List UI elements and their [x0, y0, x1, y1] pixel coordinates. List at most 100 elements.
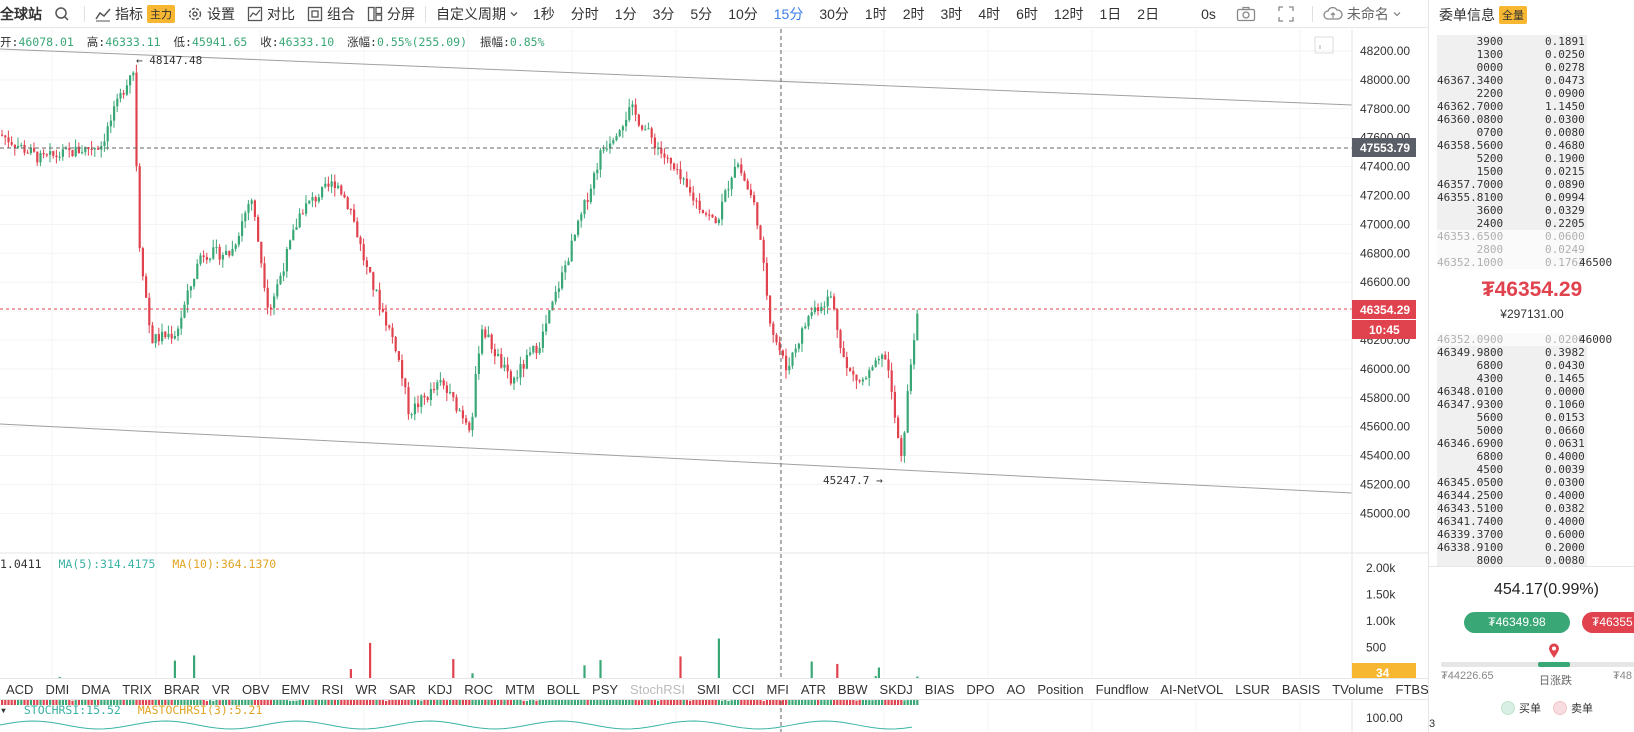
cloud-layout-dropdown[interactable]: 未命名	[1317, 0, 1408, 28]
indicator-tab[interactable]: PSY	[592, 681, 619, 697]
bid-row[interactable]: 8000 0.0080	[1437, 554, 1587, 567]
indicator-tab[interactable]: AO	[1006, 681, 1026, 697]
period-option[interactable]: 1分	[614, 5, 637, 22]
bid-row[interactable]: 46348.0100 0.0000	[1437, 385, 1587, 398]
period-option[interactable]: 2日	[1137, 5, 1160, 22]
bid-row[interactable]: 46345.0500 0.0300	[1437, 476, 1587, 489]
indicator-tab[interactable]: Position	[1037, 681, 1084, 697]
split-screen-button[interactable]: 分屏	[361, 0, 421, 28]
legend-sell[interactable]: 卖单	[1553, 700, 1593, 716]
bid-row[interactable]: 5000 0.0660	[1437, 424, 1587, 437]
indicator-button[interactable]: 指标 主力	[89, 0, 181, 28]
indicator-tab[interactable]: LSUR	[1235, 681, 1270, 697]
bid-row[interactable]: 6800 0.4000	[1437, 450, 1587, 463]
indicator-tab[interactable]: RSI	[321, 681, 344, 697]
indicator-tab[interactable]: BOLL	[546, 681, 581, 697]
indicator-tab[interactable]: ACD	[6, 681, 34, 697]
ask-row[interactable]: 46357.7000 0.0890	[1437, 178, 1587, 191]
bid-row[interactable]: 46344.2500 0.4000	[1437, 489, 1587, 502]
period-option[interactable]: 分时	[570, 5, 599, 22]
indicator-tab[interactable]: FTBS	[1395, 681, 1428, 697]
indicator-tab[interactable]: DPO	[966, 681, 995, 697]
fullscreen-button[interactable]	[1272, 0, 1304, 28]
combine-button[interactable]: 组合	[301, 0, 361, 28]
bid-row[interactable]: 46346.6900 0.0631	[1437, 437, 1587, 450]
indicator-tab[interactable]: BASIS	[1281, 681, 1321, 697]
indicator-tab[interactable]: TVolume	[1332, 681, 1384, 697]
indicator-tab[interactable]: Fundflow	[1095, 681, 1149, 697]
indicator-tab[interactable]: CCI	[732, 681, 755, 697]
indicator-tab[interactable]: VR	[211, 681, 230, 697]
indicator-tab[interactable]: OBV	[242, 681, 270, 697]
best-ask-button[interactable]: ₮46355.24	[1582, 612, 1634, 633]
indicator-tab[interactable]: MFI	[766, 681, 789, 697]
period-option[interactable]: 5分	[690, 5, 713, 22]
ask-row[interactable]: 3900 0.1891	[1437, 35, 1587, 48]
ask-row[interactable]: 1300 0.0250	[1437, 48, 1587, 61]
bid-row[interactable]: 4500 0.0039	[1437, 463, 1587, 476]
indicator-tab[interactable]: AI-NetVOL	[1160, 681, 1224, 697]
ask-row[interactable]: 46360.0800 0.0300	[1437, 113, 1587, 126]
bid-row[interactable]: 46352.0900 0.0200	[1437, 333, 1587, 346]
ask-row[interactable]: 46367.3400 0.0473	[1437, 74, 1587, 87]
screenshot-button[interactable]	[1230, 0, 1266, 28]
indicator-tab[interactable]: ATR	[800, 681, 826, 697]
indicator-tab[interactable]: DMA	[81, 681, 111, 697]
candlestick-chart[interactable]: 48200.0048000.0047800.0047600.0047400.00…	[0, 29, 1428, 732]
period-option[interactable]: 1日	[1099, 5, 1122, 22]
indicator-tab[interactable]: WR	[355, 681, 377, 697]
ask-row[interactable]: 2800 0.0249	[1437, 243, 1587, 256]
indicator-tab[interactable]: BRAR	[163, 681, 200, 697]
search-button[interactable]	[48, 0, 80, 28]
period-option[interactable]: 30分	[819, 5, 849, 22]
ask-row[interactable]: 46353.6500 0.0600	[1437, 230, 1587, 243]
bid-row[interactable]: 46338.9100 0.2000	[1437, 541, 1587, 554]
ask-row[interactable]: 46352.1000 0.1762	[1437, 256, 1587, 269]
indicator-tab[interactable]: ROC	[464, 681, 494, 697]
legend-buy[interactable]: 买单	[1501, 700, 1541, 716]
settings-button[interactable]: 设置	[181, 0, 241, 28]
bid-row[interactable]: 6800 0.0430	[1437, 359, 1587, 372]
bid-row[interactable]: 46341.7400 0.4000	[1437, 515, 1587, 528]
indicator-tab[interactable]: TRIX	[122, 681, 152, 697]
period-option[interactable]: 10分	[728, 5, 758, 22]
expand-chart-button[interactable]	[1314, 36, 1334, 54]
bid-row[interactable]: 46347.9300 0.1060	[1437, 398, 1587, 411]
period-option[interactable]: 6时	[1016, 5, 1038, 22]
compare-button[interactable]: 对比	[241, 0, 301, 28]
indicator-tab[interactable]: StochRSI	[630, 681, 685, 697]
custom-period-dropdown[interactable]: 自定义周期	[430, 0, 525, 28]
indicator-tab[interactable]: MTM	[505, 681, 535, 697]
bid-row[interactable]: 46339.3700 0.6000	[1437, 528, 1587, 541]
full-depth-badge[interactable]: 全量	[1499, 6, 1527, 24]
best-bid-button[interactable]: ₮46349.98	[1464, 612, 1570, 633]
indicator-tab[interactable]: DMI	[45, 681, 70, 697]
period-option[interactable]: 1时	[864, 5, 887, 22]
period-option[interactable]: 3时	[940, 5, 963, 22]
indicator-tab[interactable]: BBW	[837, 681, 868, 697]
bid-row[interactable]: 4300 0.1465	[1437, 372, 1587, 385]
collapse-arrow-icon[interactable]: ▾	[0, 703, 7, 717]
ask-row[interactable]: 0000 0.0278	[1437, 61, 1587, 74]
indicator-tab[interactable]: SKDJ	[879, 681, 913, 697]
ask-row[interactable]: 1500 0.0215	[1437, 165, 1587, 178]
ask-row[interactable]: 0700 0.0080	[1437, 126, 1587, 139]
period-option[interactable]: 1秒	[533, 5, 555, 22]
period-option[interactable]: 12时	[1053, 5, 1084, 22]
bid-row[interactable]: 46349.9800 0.3982	[1437, 346, 1587, 359]
ask-row[interactable]: 2400 0.2205	[1437, 217, 1587, 230]
period-option[interactable]: 15分	[773, 5, 804, 22]
site-selector[interactable]: 全球站	[0, 0, 48, 28]
ask-row[interactable]: 46358.5600 0.4680	[1437, 139, 1587, 152]
ask-row[interactable]: 3600 0.0329	[1437, 204, 1587, 217]
bid-row[interactable]: 46343.5100 0.0382	[1437, 502, 1587, 515]
ask-row[interactable]: 5200 0.1900	[1437, 152, 1587, 165]
indicator-tab[interactable]: SAR	[388, 681, 416, 697]
ask-row[interactable]: 46362.7000 1.1450	[1437, 100, 1587, 113]
period-option[interactable]: 4时	[978, 5, 1001, 22]
bid-row[interactable]: 5600 0.0153	[1437, 411, 1587, 424]
indicator-tab[interactable]: EMV	[281, 681, 310, 697]
ask-row[interactable]: 2200 0.0900	[1437, 87, 1587, 100]
period-option[interactable]: 2时	[902, 5, 925, 22]
indicator-tab[interactable]: BIAS	[924, 681, 955, 697]
